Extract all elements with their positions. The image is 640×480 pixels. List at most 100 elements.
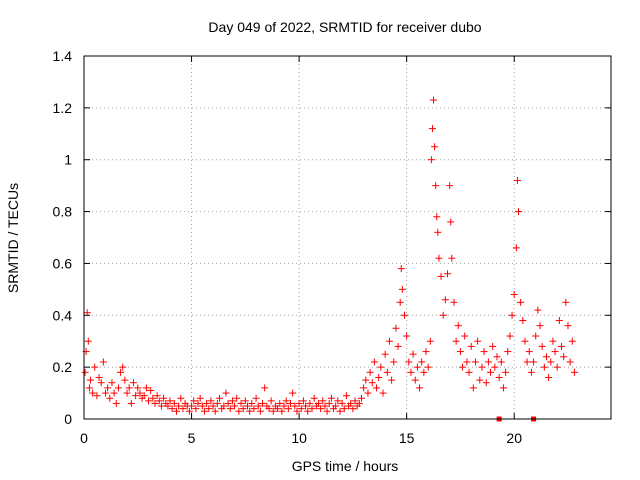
- data-point: [381, 350, 389, 358]
- data-point: [274, 405, 282, 413]
- data-point: [506, 332, 514, 340]
- data-point: [482, 379, 490, 387]
- data-point: [207, 397, 215, 405]
- data-point: [512, 244, 520, 252]
- data-point: [465, 368, 473, 376]
- data-point: [286, 399, 294, 407]
- data-point: [114, 384, 122, 392]
- data-point: [396, 298, 404, 306]
- data-point: [570, 368, 578, 376]
- data-point: [373, 384, 381, 392]
- data-point: [474, 337, 482, 345]
- data-point: [432, 182, 440, 190]
- data-point: [99, 358, 107, 366]
- data-point: [383, 368, 391, 376]
- data-point: [517, 298, 525, 306]
- data-point: [476, 376, 484, 384]
- data-point: [416, 384, 424, 392]
- data-point: [246, 407, 254, 415]
- data-point: [209, 402, 217, 410]
- data-point: [104, 384, 112, 392]
- data-point: [97, 379, 105, 387]
- data-point: [454, 322, 462, 330]
- data-point: [420, 368, 428, 376]
- data-point: [127, 399, 135, 407]
- data-point: [562, 298, 570, 306]
- data-point: [388, 376, 396, 384]
- data-point: [220, 402, 228, 410]
- data-point: [334, 397, 342, 405]
- data-point: [136, 389, 144, 397]
- data-point: [203, 399, 211, 407]
- data-point: [123, 389, 131, 397]
- data-point: [428, 125, 436, 133]
- data-point: [480, 348, 488, 356]
- x-tick-label: 5: [188, 430, 196, 446]
- data-point: [340, 405, 348, 413]
- x-tick-labels: 0 5 10 15 20: [80, 430, 522, 446]
- data-point: [452, 337, 460, 345]
- data-point: [536, 322, 544, 330]
- data-point: [351, 397, 359, 405]
- data-point: [205, 405, 213, 413]
- x-tick-label: 10: [291, 430, 307, 446]
- data-point: [216, 394, 224, 402]
- data-point: [508, 311, 516, 319]
- data-point: [456, 348, 464, 356]
- data-point: [319, 397, 327, 405]
- data-point: [347, 399, 355, 407]
- data-point: [153, 392, 161, 400]
- data-point: [545, 374, 553, 382]
- data-point: [102, 389, 110, 397]
- data-point: [379, 389, 387, 397]
- data-point: [198, 402, 206, 410]
- data-point: [385, 337, 393, 345]
- data-point: [366, 368, 374, 376]
- data-point: [304, 407, 312, 415]
- data-point: [91, 363, 99, 371]
- data-point: [284, 405, 292, 413]
- data-point: [558, 342, 566, 350]
- x-tick-label: 0: [80, 430, 88, 446]
- data-point: [321, 402, 329, 410]
- data-point: [499, 384, 507, 392]
- data-point: [295, 399, 303, 407]
- data-point: [489, 342, 497, 350]
- data-point: [308, 405, 316, 413]
- data-point: [276, 399, 284, 407]
- data-point: [523, 358, 531, 366]
- data-point: [213, 399, 221, 407]
- data-point: [166, 397, 174, 405]
- data-point: [409, 350, 417, 358]
- data-point: [491, 363, 499, 371]
- data-point: [368, 379, 376, 387]
- y-tick-label: 0.6: [53, 255, 73, 271]
- data-point: [151, 399, 159, 407]
- data-point: [306, 399, 314, 407]
- data-point: [125, 384, 133, 392]
- data-point: [222, 389, 230, 397]
- data-point: [447, 218, 455, 226]
- data-point: [510, 291, 518, 299]
- data-point: [471, 358, 479, 366]
- data-point: [256, 407, 264, 415]
- data-point: [81, 368, 89, 376]
- data-point: [179, 405, 187, 413]
- data-point: [504, 348, 512, 356]
- data-point: [170, 399, 178, 407]
- data-point: [424, 363, 432, 371]
- data-point: [155, 397, 163, 405]
- data-point: [551, 348, 559, 356]
- data-point: [293, 407, 301, 415]
- data-point: [435, 254, 443, 262]
- data-point: [265, 405, 273, 413]
- gridlines: [83, 55, 611, 420]
- data-point: [168, 405, 176, 413]
- data-point: [502, 368, 510, 376]
- data-point: [259, 399, 267, 407]
- data-point: [129, 379, 137, 387]
- data-point: [540, 363, 548, 371]
- data-point: [463, 358, 471, 366]
- data-point: [132, 392, 140, 400]
